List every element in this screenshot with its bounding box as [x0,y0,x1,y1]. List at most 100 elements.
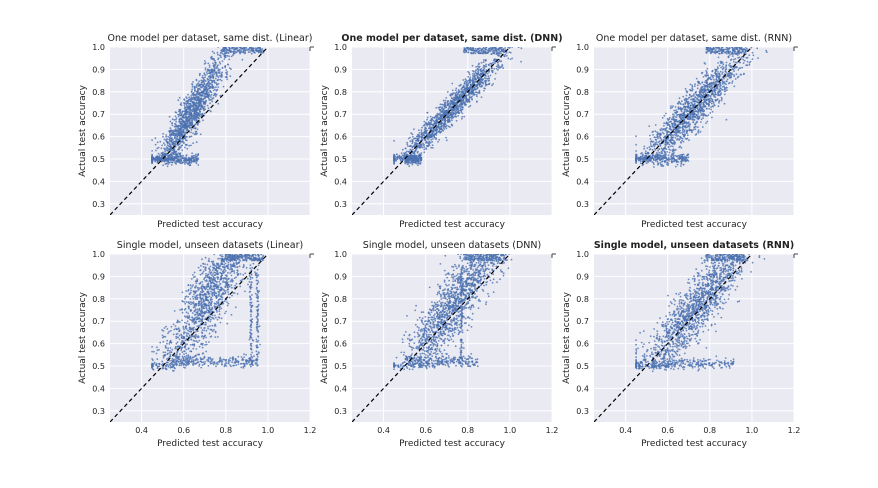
data-point [494,47,497,49]
data-point [197,89,199,92]
data-point [470,49,473,52]
data-point [668,151,671,154]
data-point [195,113,198,116]
data-point [208,98,211,101]
data-point [201,95,204,97]
data-point [468,100,471,103]
data-point [197,97,200,100]
data-point [216,89,218,92]
data-point [682,128,684,131]
data-point [682,116,684,119]
data-point [669,149,672,152]
data-point [485,47,488,49]
data-point [458,98,461,100]
y-tick-label: 0.4 [92,177,105,186]
data-point [681,133,684,136]
data-point [201,92,203,94]
data-point [209,72,211,75]
data-point [473,87,476,90]
data-point [178,128,181,131]
y-tick-label: 0.8 [334,88,347,97]
data-point [400,152,403,155]
data-point [210,98,213,101]
data-point [711,91,714,94]
data-point [481,71,484,74]
data-point [429,128,432,131]
data-point [226,78,229,81]
data-point [407,159,410,161]
data-point [186,99,188,102]
data-point [196,132,198,135]
data-point [694,91,697,94]
data-point [648,125,651,127]
data-point [197,157,199,160]
data-point [184,133,187,136]
data-point [223,47,225,48]
data-point [206,92,209,95]
data-point [491,53,493,55]
data-point [709,112,712,114]
data-point [226,73,229,76]
data-point [467,51,470,54]
data-point [184,102,187,105]
data-point [674,122,676,125]
data-point [406,150,408,153]
data-point [718,72,720,75]
data-point [425,132,427,135]
data-point [189,119,191,122]
data-point [657,149,659,152]
data-point [447,104,450,107]
data-point [207,91,210,94]
data-point [436,128,438,131]
data-point [429,119,432,122]
data-point [182,154,185,157]
data-point [166,144,169,147]
data-point [673,133,676,136]
data-point [208,66,211,68]
data-point [501,64,504,66]
data-point [251,50,253,52]
data-point [193,88,196,90]
data-point [733,75,736,78]
data-point [479,85,482,88]
data-point [490,63,493,65]
data-point [454,97,456,100]
data-point [448,102,450,105]
data-point [463,49,466,51]
data-point [243,47,246,50]
data-point [188,144,191,147]
data-point [449,93,452,96]
data-point [193,160,195,163]
data-point [206,96,209,99]
data-point [169,140,171,143]
data-point [471,95,473,98]
data-point [196,102,199,104]
data-point [476,101,478,103]
data-point [480,96,483,99]
data-point [218,75,221,77]
data-point [461,116,464,118]
data-point [688,126,691,128]
data-point [170,164,173,166]
data-point [203,83,206,85]
data-point [218,54,221,57]
data-point [666,124,669,126]
data-point [201,106,204,108]
data-point [437,126,440,129]
data-point [185,135,188,138]
data-point [668,127,671,130]
data-point [207,78,210,81]
data-point [410,153,413,156]
data-point [421,135,423,138]
data-point [419,154,421,157]
data-point [726,73,729,76]
data-point [485,83,488,86]
data-point [727,48,730,51]
data-point [672,105,674,108]
data-point [472,82,475,85]
data-point [635,150,637,152]
data-point [731,55,734,57]
data-point [212,77,215,80]
data-point [453,99,455,102]
